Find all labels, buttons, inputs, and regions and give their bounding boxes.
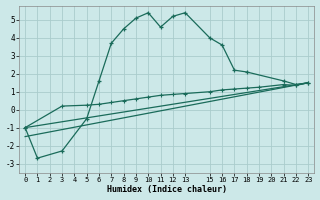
X-axis label: Humidex (Indice chaleur): Humidex (Indice chaleur) <box>107 185 227 194</box>
